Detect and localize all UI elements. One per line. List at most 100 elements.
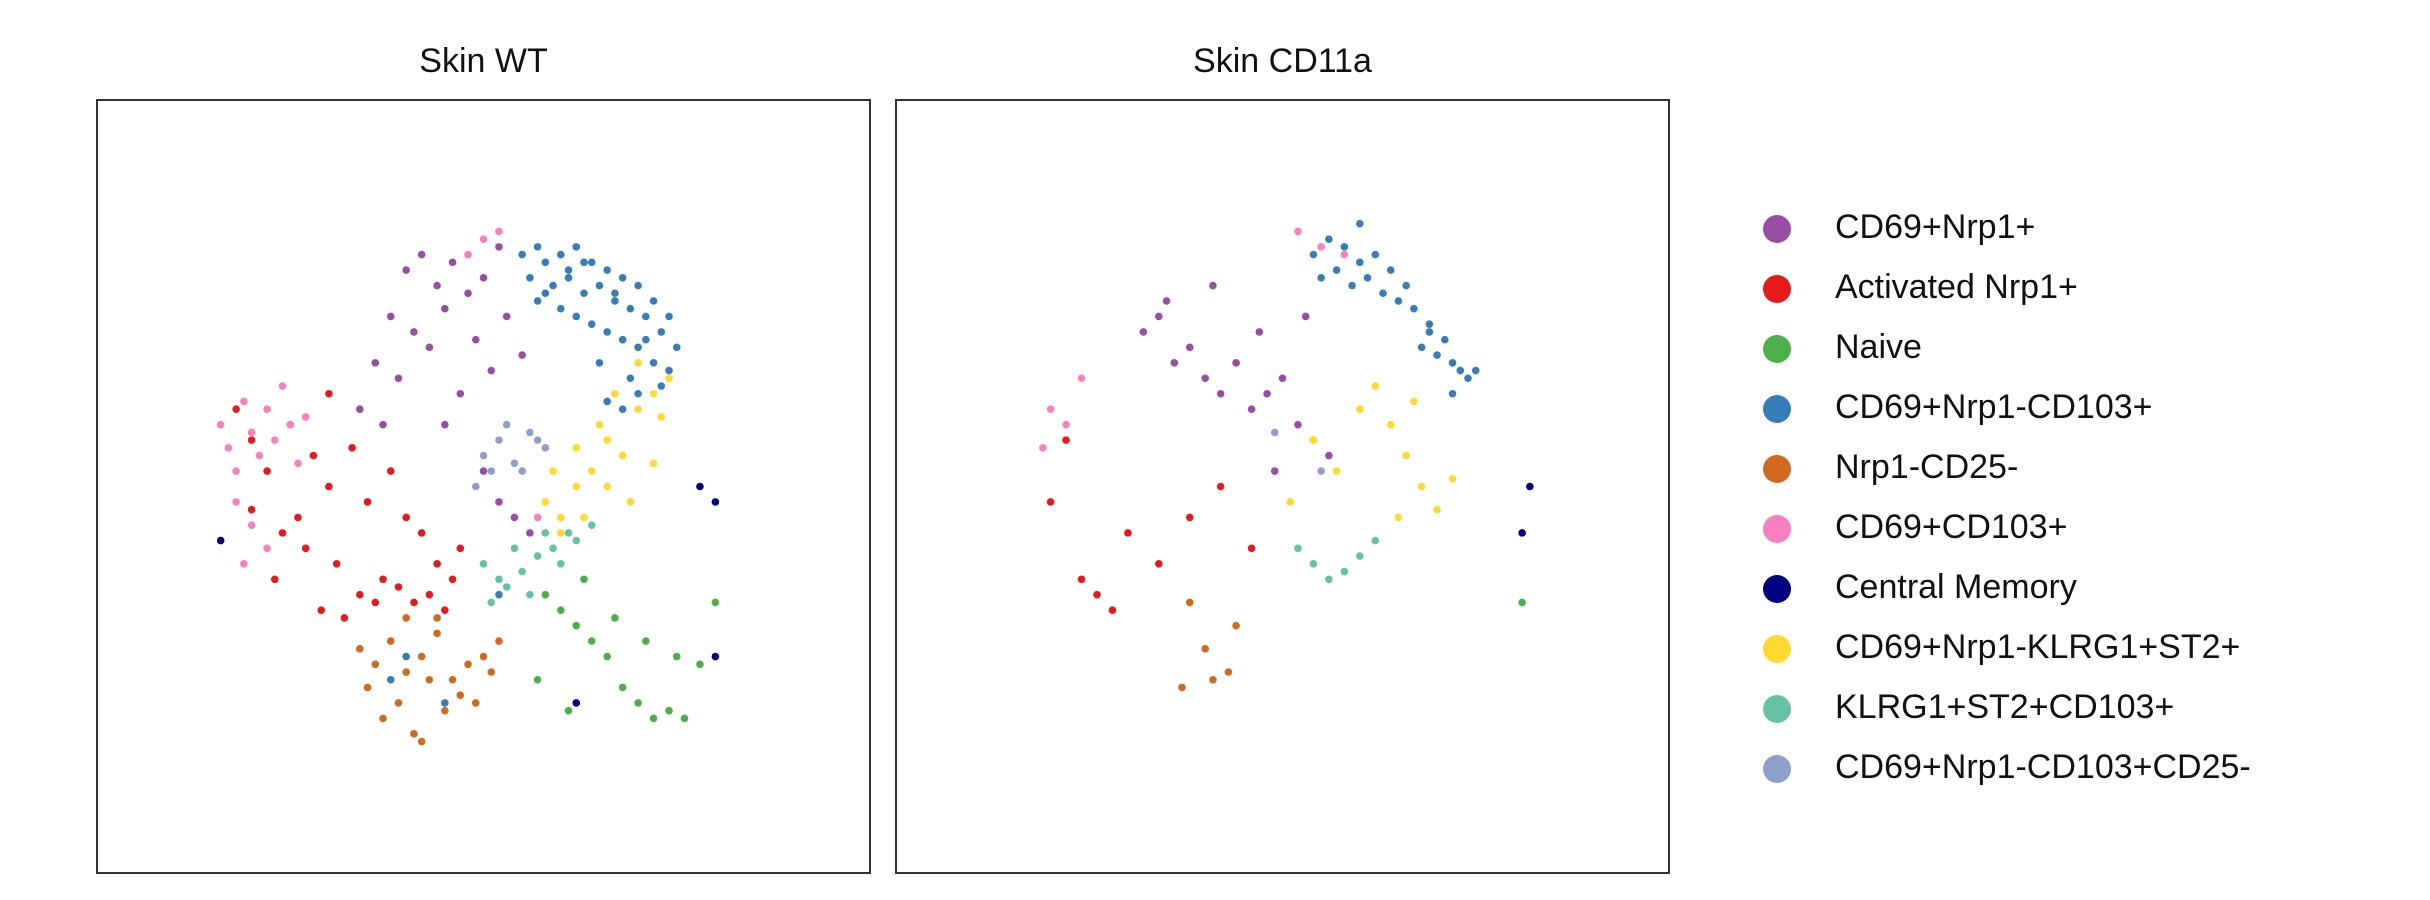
point xyxy=(394,374,403,383)
legend-marker xyxy=(1763,635,1791,663)
point xyxy=(1464,374,1472,383)
point xyxy=(363,498,372,506)
point xyxy=(665,706,673,715)
point xyxy=(479,560,488,568)
point xyxy=(1394,297,1403,305)
point xyxy=(634,699,642,707)
point xyxy=(1356,552,1364,560)
point xyxy=(649,297,658,305)
point xyxy=(526,529,534,537)
point xyxy=(657,328,666,336)
point xyxy=(549,544,557,553)
point xyxy=(1062,420,1070,429)
point xyxy=(1124,529,1132,537)
point xyxy=(379,714,387,723)
point xyxy=(379,575,387,584)
point xyxy=(649,459,658,468)
point xyxy=(471,335,480,344)
point xyxy=(1371,536,1380,545)
point xyxy=(1077,575,1086,584)
point xyxy=(587,521,596,529)
point xyxy=(1170,359,1179,367)
point xyxy=(541,444,550,452)
point xyxy=(649,389,658,398)
point xyxy=(433,281,441,290)
legend-label: CD69+Nrp1-CD103+ xyxy=(1835,388,2153,426)
point xyxy=(634,405,642,414)
point xyxy=(495,575,503,584)
point xyxy=(618,335,627,344)
point xyxy=(1232,621,1240,630)
point xyxy=(1294,227,1302,236)
point xyxy=(471,482,480,491)
point xyxy=(1185,598,1194,607)
point xyxy=(549,281,557,290)
point xyxy=(1201,374,1209,383)
point xyxy=(1417,343,1426,352)
point xyxy=(557,560,565,568)
point xyxy=(541,289,550,298)
point xyxy=(495,227,503,236)
point xyxy=(1232,359,1240,367)
point xyxy=(1108,606,1117,614)
point xyxy=(441,420,449,429)
point xyxy=(224,444,233,452)
point xyxy=(595,359,604,367)
point xyxy=(642,312,650,321)
point xyxy=(240,397,248,406)
point xyxy=(626,498,635,506)
point xyxy=(232,498,240,506)
point xyxy=(1325,575,1333,584)
point xyxy=(1139,328,1148,336)
point xyxy=(270,436,279,444)
point xyxy=(564,706,573,715)
point xyxy=(386,312,395,321)
point xyxy=(495,498,503,506)
point xyxy=(301,544,310,553)
point xyxy=(433,629,441,638)
point xyxy=(433,614,441,622)
point xyxy=(572,621,581,630)
point xyxy=(549,467,557,475)
point xyxy=(1340,250,1349,259)
point xyxy=(464,250,472,259)
point xyxy=(1062,436,1070,444)
point xyxy=(270,575,279,584)
point xyxy=(1325,451,1333,460)
point xyxy=(572,536,581,545)
point xyxy=(325,482,333,491)
point xyxy=(642,637,650,645)
point xyxy=(611,614,619,622)
legend-marker xyxy=(1763,515,1791,543)
legend-marker xyxy=(1763,395,1791,423)
legend-marker xyxy=(1763,335,1791,363)
point xyxy=(603,266,611,274)
point xyxy=(1309,250,1318,259)
point xyxy=(448,675,457,684)
point xyxy=(1301,312,1310,321)
point xyxy=(618,451,627,460)
point xyxy=(1325,235,1333,243)
point xyxy=(448,258,457,267)
point xyxy=(510,544,519,553)
point xyxy=(410,328,418,336)
point xyxy=(1410,304,1418,313)
point xyxy=(657,413,666,421)
point xyxy=(564,266,573,274)
point xyxy=(557,513,565,522)
point xyxy=(417,737,426,746)
point xyxy=(595,420,604,429)
point xyxy=(456,544,465,553)
point xyxy=(580,289,588,298)
point xyxy=(1039,444,1047,452)
point xyxy=(665,374,673,383)
point xyxy=(564,529,573,537)
point xyxy=(1363,273,1372,282)
point xyxy=(510,513,519,522)
point xyxy=(1178,683,1186,692)
point xyxy=(649,714,658,723)
point xyxy=(456,691,465,700)
point xyxy=(379,420,387,429)
point xyxy=(1417,482,1426,491)
